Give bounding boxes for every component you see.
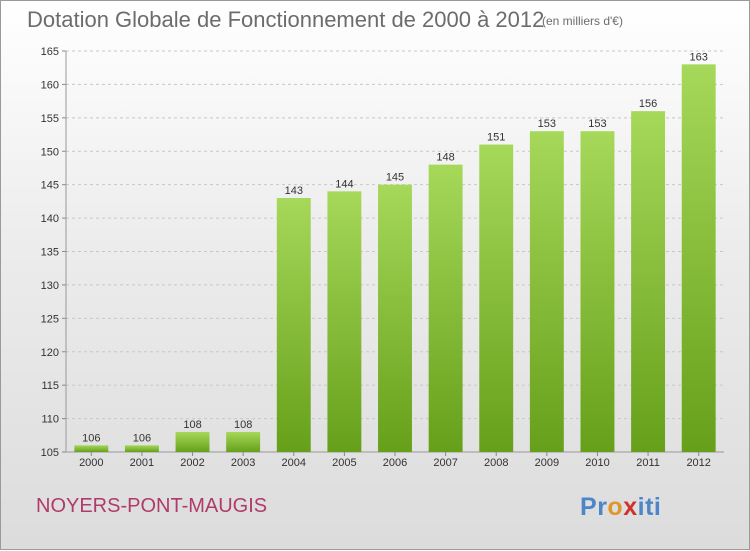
x-tick-label-2007: 2007 xyxy=(433,457,457,469)
chart-unit-label: (en milliers d'€) xyxy=(542,14,623,28)
x-tick-label-2000: 2000 xyxy=(79,457,103,469)
value-label-2011: 156 xyxy=(639,98,657,110)
proxiti-logo: Proxiti xyxy=(580,493,661,522)
bar-2010 xyxy=(580,131,615,452)
logo-letter: i xyxy=(637,493,646,521)
bar-2012 xyxy=(681,64,716,452)
y-tick-label: 135 xyxy=(41,247,59,259)
y-tick-label: 150 xyxy=(41,146,59,158)
x-tick-label-2004: 2004 xyxy=(282,457,306,469)
value-label-2002: 108 xyxy=(183,419,201,431)
logo-letter: x xyxy=(623,493,638,521)
y-tick-label: 115 xyxy=(41,380,59,392)
bars xyxy=(74,64,716,453)
bar-2007 xyxy=(428,164,463,452)
y-tick-label: 120 xyxy=(41,347,59,359)
value-label-2007: 148 xyxy=(436,152,454,164)
logo-letter: P xyxy=(580,493,598,521)
value-label-2010: 153 xyxy=(588,118,606,130)
x-tick-label-2010: 2010 xyxy=(585,457,609,469)
value-label-2012: 163 xyxy=(690,51,708,63)
x-tick-label-2012: 2012 xyxy=(686,457,710,469)
y-tick-labels: 105 110 115 120 125 130 135 140 145 150 155 160 165 xyxy=(41,46,59,459)
y-tick-label: 140 xyxy=(41,213,59,225)
value-label-2000: 106 xyxy=(82,432,100,444)
x-tick-label-2005: 2005 xyxy=(332,457,356,469)
x-tick-label-2006: 2006 xyxy=(383,457,407,469)
bar-2008 xyxy=(479,144,514,453)
x-tick-labels: 2000 2001 2002 2003 2004 2005 2006 2007 2008 2009… xyxy=(79,452,711,469)
value-label-2005: 144 xyxy=(335,178,353,190)
value-labels: 106 106 108 108 143 144 145 148 151 153 153 156 163 xyxy=(82,51,708,444)
value-label-2006: 145 xyxy=(386,172,404,184)
x-tick-label-2011: 2011 xyxy=(636,457,660,469)
bar-2004 xyxy=(276,198,311,452)
x-tick-label-2008: 2008 xyxy=(484,457,508,469)
x-tick-label-2003: 2003 xyxy=(231,457,255,469)
bar-2005 xyxy=(327,191,362,452)
bar-2000 xyxy=(74,445,109,452)
x-tick-label-2001: 2001 xyxy=(130,457,154,469)
y-tick-label: 145 xyxy=(41,180,59,192)
logo-letter: t xyxy=(645,493,654,521)
x-tick-label-2002: 2002 xyxy=(180,457,204,469)
y-tick-label: 110 xyxy=(41,414,59,426)
bar-2003 xyxy=(226,431,261,452)
y-tick-label: 125 xyxy=(41,313,59,325)
y-tick-label: 130 xyxy=(41,280,59,292)
value-label-2001: 106 xyxy=(133,432,151,444)
y-tick-label: 155 xyxy=(41,113,59,125)
y-tick-label: 165 xyxy=(41,46,59,58)
bar-2006 xyxy=(378,184,412,452)
value-label-2004: 143 xyxy=(285,185,303,197)
y-tick-label: 105 xyxy=(41,447,59,459)
bar-2011 xyxy=(631,111,666,453)
logo-letter: o xyxy=(607,493,624,521)
bar-2009 xyxy=(529,131,564,452)
logo-letter: r xyxy=(597,493,608,521)
x-tick-label-2009: 2009 xyxy=(535,457,559,469)
bar-2002 xyxy=(175,431,210,452)
bar-2001 xyxy=(124,445,159,452)
value-label-2009: 153 xyxy=(538,118,556,130)
chart-title: Dotation Globale de Fonctionnement de 20… xyxy=(27,7,545,32)
value-label-2003: 108 xyxy=(234,419,252,431)
value-label-2008: 151 xyxy=(487,132,505,144)
logo-letter: i xyxy=(653,493,662,521)
commune-name: NOYERS-PONT-MAUGIS xyxy=(36,495,268,517)
y-tick-label: 160 xyxy=(41,79,59,91)
